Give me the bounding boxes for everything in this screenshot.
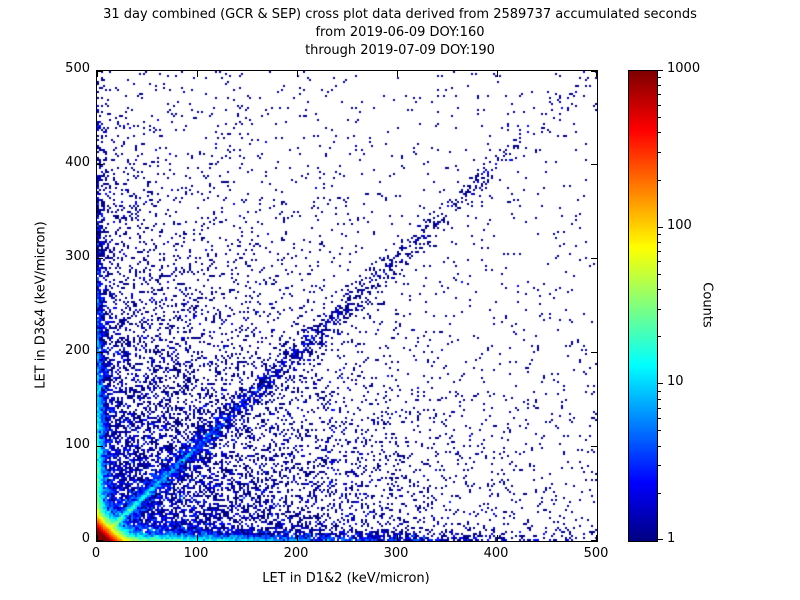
y-tick-label: 500	[65, 61, 90, 76]
x-tick-label: 200	[283, 546, 309, 561]
colorbar-minor-tick	[658, 77, 661, 79]
chart-title-line-3: through 2019-07-09 DOY:190	[305, 43, 495, 58]
colorbar-minor-tick	[658, 117, 661, 119]
y-tick-label: 200	[65, 343, 90, 358]
colorbar-minor-tick	[658, 289, 661, 290]
x-tick-mark-top	[596, 71, 597, 77]
colorbar-minor-tick	[658, 492, 661, 494]
y-tick-mark-right	[591, 446, 597, 447]
colorbar-tick-label: 10	[667, 374, 684, 390]
x-tick-label: 0	[91, 546, 101, 561]
colorbar-minor-tick	[658, 241, 661, 243]
y-tick-mark	[97, 540, 103, 541]
colorbar-minor-tick	[658, 273, 661, 275]
x-tick-mark	[197, 535, 198, 541]
x-tick-mark	[596, 535, 597, 541]
colorbar-minor-tick	[658, 398, 661, 400]
y-tick-mark	[97, 71, 103, 72]
colorbar-minor-tick	[658, 151, 661, 153]
x-tick-mark	[397, 535, 398, 541]
x-tick-mark	[97, 535, 98, 541]
colorbar-tick-label: 100	[667, 217, 692, 233]
x-tick-mark-top	[97, 71, 98, 77]
x-tick-mark-top	[497, 71, 498, 77]
colorbar-minor-tick	[658, 85, 661, 87]
colorbar-canvas	[629, 71, 657, 541]
colorbar-tick-label: 1	[667, 531, 676, 546]
colorbar-major-tick	[658, 226, 663, 228]
scatter-canvas	[97, 71, 597, 541]
colorbar-minor-tick	[658, 233, 661, 235]
y-tick-mark-right	[591, 258, 597, 259]
colorbar-minor-tick	[658, 132, 661, 134]
y-tick-mark-right	[591, 540, 597, 541]
colorbar-major-tick	[658, 383, 663, 385]
y-tick-label: 300	[65, 249, 90, 264]
colorbar-minor-tick	[658, 104, 661, 106]
colorbar-major-tick	[658, 70, 663, 71]
x-tick-label: 400	[483, 546, 509, 561]
colorbar-minor-tick	[658, 179, 661, 181]
x-tick-mark	[497, 535, 498, 541]
colorbar-minor-tick	[658, 465, 661, 467]
y-tick-mark	[97, 446, 103, 447]
y-tick-mark-right	[591, 164, 597, 165]
colorbar-minor-tick	[658, 308, 661, 310]
colorbar-minor-tick	[658, 336, 661, 338]
chart-title-line-2: from 2019-06-09 DOY:160	[315, 25, 485, 40]
colorbar-tick-label: 1000	[667, 61, 701, 76]
x-tick-mark	[297, 535, 298, 541]
y-tick-mark	[97, 164, 103, 165]
y-tick-mark	[97, 258, 103, 259]
colorbar-major-tick	[658, 539, 663, 540]
y-axis-label: LET in D3&4 (keV/micron)	[33, 221, 49, 389]
x-tick-label: 500	[583, 546, 609, 561]
y-tick-label: 100	[65, 437, 90, 452]
y-tick-label: 0	[81, 531, 90, 546]
y-tick-mark-right	[591, 71, 597, 72]
colorbar-minor-tick	[658, 94, 661, 96]
colorbar-minor-tick	[658, 250, 661, 252]
colorbar-minor-tick	[658, 430, 661, 432]
y-tick-mark-right	[591, 352, 597, 353]
colorbar-label: Counts	[699, 282, 715, 328]
colorbar	[628, 70, 658, 542]
x-tick-mark-top	[397, 71, 398, 77]
chart-title-line-1: 31 day combined (GCR & SEP) cross plot d…	[103, 7, 697, 22]
colorbar-minor-tick	[658, 261, 661, 263]
colorbar-minor-tick	[658, 407, 661, 409]
y-tick-label: 400	[65, 155, 90, 170]
x-tick-label: 300	[383, 546, 409, 561]
plot-area	[96, 70, 598, 542]
colorbar-minor-tick	[658, 445, 661, 447]
x-tick-mark-top	[197, 71, 198, 77]
x-tick-label: 100	[183, 546, 209, 561]
x-axis-label: LET in D1&2 (keV/micron)	[262, 571, 430, 586]
colorbar-minor-tick	[658, 418, 661, 420]
x-tick-mark-top	[297, 71, 298, 77]
colorbar-minor-tick	[658, 390, 661, 392]
y-tick-mark	[97, 352, 103, 353]
